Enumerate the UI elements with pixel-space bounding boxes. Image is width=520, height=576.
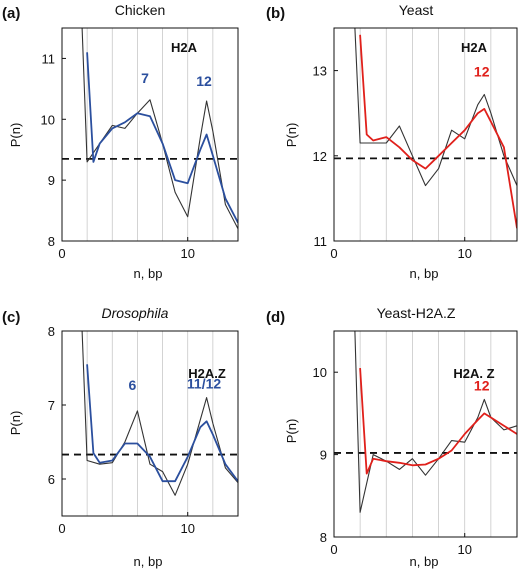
x-tick-label: 10	[457, 542, 471, 557]
y-tick-label: 9	[48, 173, 55, 188]
y-axis-label: P(n)	[8, 411, 23, 436]
y-tick-label: 8	[48, 234, 55, 249]
plot-frame	[333, 330, 518, 538]
x-tick-label: 0	[330, 542, 337, 557]
peak-annotation: 12	[474, 64, 490, 80]
panel-title: Drosophila	[102, 305, 169, 321]
y-tick-label: 9	[320, 448, 327, 463]
y-tick-label: 6	[48, 472, 55, 487]
y-tick-label: 11	[314, 234, 328, 249]
panel-letter: (a)	[2, 5, 20, 22]
series-line-smoothed	[86, 52, 238, 224]
histone-label: H2A	[171, 40, 198, 55]
series-line-raw	[81, 28, 238, 230]
panel-a: 0 10 8 9 10 11 (a) Chicken H2A 7 12 n, bp P(n)	[2, 2, 239, 281]
y-axis-label: P(n)	[284, 419, 299, 444]
series-line-raw	[354, 28, 517, 187]
panel-title: Yeast-H2A.Z	[377, 305, 456, 321]
y-axis-label: P(n)	[284, 123, 299, 148]
plot-frame	[61, 330, 239, 517]
y-tick-label: 7	[48, 398, 55, 413]
x-axis-label: n, bp	[134, 554, 163, 569]
x-axis-label: n, bp	[410, 266, 439, 281]
x-tick-label: 10	[180, 521, 194, 536]
panel-title: Chicken	[115, 2, 166, 18]
series-line-smoothed	[359, 368, 517, 475]
series-line-smoothed	[86, 364, 238, 483]
y-tick-label: 10	[313, 365, 327, 380]
y-tick-label: 13	[313, 64, 327, 79]
histone-label: H2A. Z	[453, 366, 494, 381]
peak-annotation: 11/12	[187, 376, 221, 392]
y-axis-label: P(n)	[8, 123, 23, 148]
x-tick-label: 0	[58, 521, 65, 536]
y-tick-label: 8	[48, 324, 55, 339]
peak-annotation: 7	[141, 70, 149, 86]
histone-label: H2A.Z	[188, 366, 226, 381]
x-axis-label: n, bp	[134, 266, 163, 281]
plot-frame	[333, 27, 518, 242]
x-tick-label: 0	[330, 246, 337, 261]
panel-letter: (b)	[266, 5, 285, 22]
panel-c: 0 10 6 7 8 (c) Drosophila H2A.Z 6 11/12 n, bp P(n)	[2, 305, 239, 569]
x-tick-label: 0	[58, 246, 65, 261]
y-tick-label: 10	[41, 112, 55, 127]
x-tick-label: 10	[457, 246, 471, 261]
y-tick-label: 11	[42, 51, 56, 66]
peak-annotation: 12	[196, 73, 212, 89]
y-tick-label: 12	[313, 149, 327, 164]
y-tick-label: 8	[320, 530, 327, 545]
series-line-raw	[354, 331, 517, 513]
panel-b: 0 10 11 12 13 (b) Yeast H2A 12 n, bp P(n)	[266, 2, 518, 281]
plot-frame	[61, 27, 239, 242]
x-axis-label: n, bp	[410, 554, 439, 569]
peak-annotation: 6	[129, 377, 137, 393]
histone-label: H2A	[461, 40, 488, 55]
peak-annotation: 12	[474, 377, 490, 393]
panel-d: 0 10 8 9 10 (d) Yeast-H2A.Z H2A. Z12 n, bp P(n)	[266, 305, 518, 569]
x-tick-label: 10	[180, 246, 194, 261]
panel-letter: (c)	[2, 309, 20, 326]
series-line-smoothed	[359, 34, 517, 229]
panel-letter: (d)	[266, 309, 285, 326]
series-line-raw	[81, 331, 238, 496]
panel-title: Yeast	[399, 2, 434, 18]
